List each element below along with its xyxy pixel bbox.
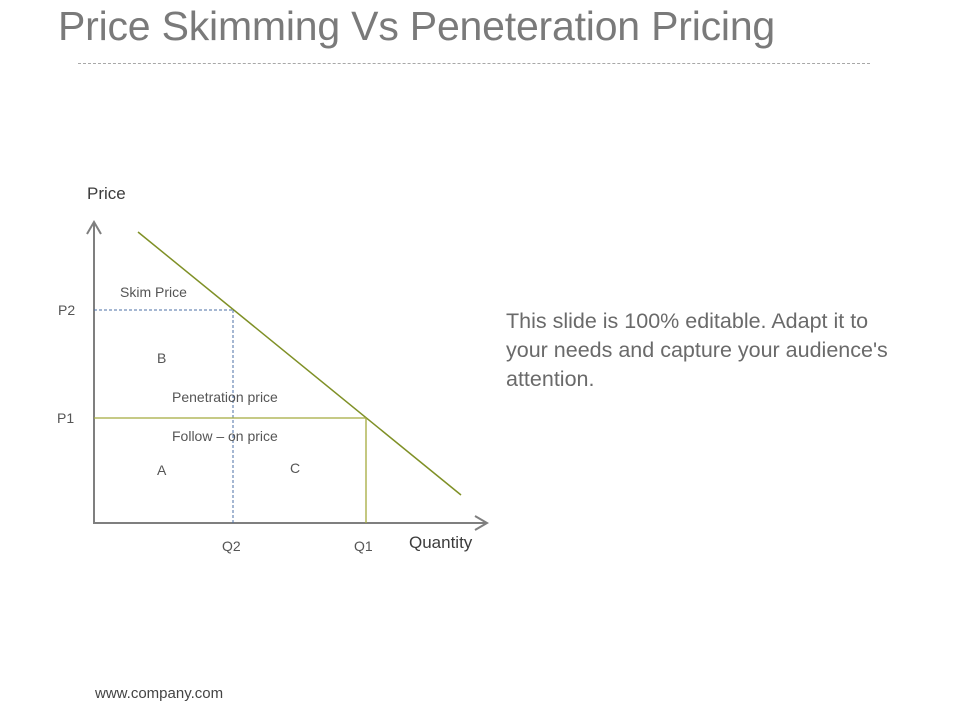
follow-on-price-label: Follow – on price: [172, 428, 278, 444]
p1-label: P1: [57, 410, 75, 426]
q1-label: Q1: [354, 538, 373, 554]
p2-label: P2: [58, 302, 76, 318]
skim-price-label: Skim Price: [120, 284, 187, 300]
x-axis-arrowhead: [474, 515, 489, 531]
q2-label: Q2: [222, 538, 241, 554]
slide-description: This slide is 100% editable. Adapt it to…: [506, 309, 888, 391]
x-axis-label: Quantity: [409, 533, 473, 552]
penetration-price-label: Penetration price: [172, 389, 278, 405]
region-b-label: B: [157, 350, 167, 366]
demand-line: [137, 231, 462, 496]
y-axis-arrowhead: [86, 220, 102, 235]
title-divider: [78, 63, 870, 64]
region-a-label: A: [157, 462, 167, 478]
slide-title: Price Skimming Vs Peneteration Pricing: [58, 3, 776, 49]
region-c-label: C: [290, 460, 301, 476]
y-axis-label: Price: [87, 184, 126, 203]
footer-url[interactable]: www.company.com: [95, 685, 224, 702]
